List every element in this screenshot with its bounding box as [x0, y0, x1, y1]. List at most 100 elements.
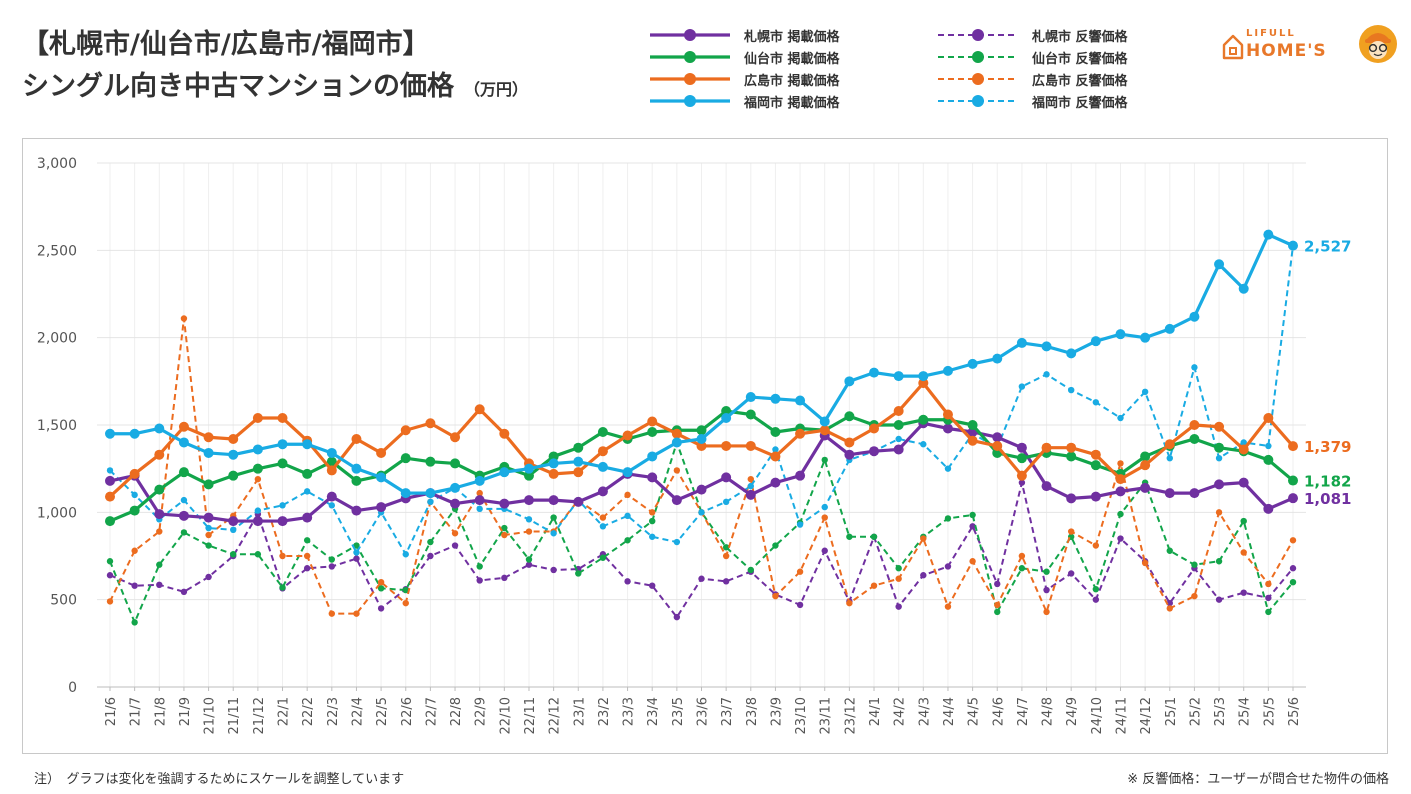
data-point — [252, 444, 263, 455]
data-point — [1215, 596, 1223, 603]
data-point — [722, 544, 730, 551]
data-point — [1018, 565, 1026, 572]
x-tick-label: 23/6 — [696, 697, 711, 726]
data-point — [279, 552, 286, 560]
legend-item: 広島市 反響価格 — [936, 68, 1128, 90]
data-point — [279, 502, 286, 509]
title-unit: （万円） — [464, 80, 529, 99]
x-tick-label: 23/10 — [794, 697, 809, 734]
data-point — [1115, 474, 1126, 485]
data-point — [302, 439, 313, 450]
data-point — [230, 551, 237, 558]
data-point — [1164, 439, 1175, 450]
data-point — [353, 542, 360, 549]
data-point — [180, 588, 188, 596]
data-point — [228, 516, 239, 527]
data-point — [721, 472, 732, 483]
legend-item: 仙台市 掲載価格 — [648, 46, 840, 68]
data-point — [400, 488, 411, 499]
x-tick-label: 25/3 — [1213, 697, 1228, 726]
data-point — [1289, 537, 1297, 544]
data-point — [1215, 454, 1223, 462]
data-point — [525, 516, 533, 523]
y-tick-label: 3,000 — [37, 156, 77, 172]
data-point — [942, 423, 953, 434]
data-point — [795, 470, 806, 481]
data-point — [205, 524, 212, 532]
data-point — [525, 561, 533, 568]
y-tick-label: 2,500 — [37, 243, 77, 259]
data-point — [747, 475, 754, 483]
data-point — [1289, 579, 1297, 586]
data-point — [722, 498, 730, 506]
data-point — [869, 423, 880, 434]
data-point — [203, 479, 214, 490]
data-point — [696, 440, 707, 451]
x-tick-label: 24/12 — [1139, 697, 1154, 734]
data-point — [819, 416, 830, 427]
data-point — [942, 409, 953, 420]
data-point — [1288, 493, 1298, 504]
x-tick-label: 21/11 — [227, 697, 242, 734]
data-point — [353, 549, 360, 556]
legend-label: 仙台市 反響価格 — [1032, 51, 1128, 67]
title-line-2-text: シングル向き中古マンションの価格 — [22, 71, 454, 102]
x-tick-label: 24/5 — [967, 697, 982, 726]
data-point — [1263, 413, 1274, 424]
data-point — [994, 580, 1001, 588]
x-tick-label: 22/6 — [400, 697, 415, 726]
data-point — [254, 475, 262, 483]
data-point — [328, 610, 336, 617]
data-point — [1092, 585, 1100, 593]
data-point — [795, 428, 806, 439]
data-point — [376, 472, 387, 483]
data-point — [969, 558, 976, 565]
data-point — [499, 428, 510, 439]
data-point — [180, 529, 188, 536]
x-tick-label: 25/1 — [1164, 697, 1179, 726]
data-point — [427, 498, 434, 506]
data-point — [599, 514, 607, 521]
data-point — [895, 565, 902, 572]
data-point — [599, 554, 607, 561]
data-point — [427, 552, 434, 560]
data-point — [277, 458, 288, 469]
data-point — [326, 456, 337, 467]
y-tick-label: 2,000 — [37, 331, 77, 347]
x-tick-label: 23/4 — [646, 697, 661, 726]
data-point — [277, 516, 288, 527]
data-point — [942, 365, 953, 376]
x-tick-label: 21/12 — [252, 697, 267, 734]
data-point — [1214, 479, 1225, 490]
legend-swatch — [650, 95, 730, 107]
legend-label: 札幌市 掲載価格 — [744, 29, 840, 45]
data-point — [647, 451, 658, 462]
data-point — [1238, 283, 1249, 294]
data-point — [721, 440, 732, 451]
data-point — [1189, 311, 1200, 322]
data-point — [1214, 442, 1225, 453]
data-point — [106, 598, 114, 605]
data-point — [277, 413, 288, 424]
data-point — [303, 565, 311, 572]
data-point — [1115, 486, 1126, 497]
data-point — [178, 437, 189, 448]
data-point — [106, 572, 114, 579]
data-point — [770, 393, 781, 404]
data-point — [1090, 491, 1101, 502]
data-point — [573, 456, 584, 467]
data-point — [228, 470, 239, 481]
data-point — [1240, 439, 1247, 446]
x-tick-label: 22/3 — [326, 697, 341, 726]
data-point — [402, 599, 409, 607]
data-point — [624, 578, 631, 585]
data-point — [154, 509, 165, 520]
end-value-label: 2,527 — [1304, 238, 1351, 256]
legend-item: 仙台市 反響価格 — [936, 46, 1128, 68]
data-point — [178, 421, 189, 432]
data-point — [425, 456, 436, 467]
legend-item: 広島市 掲載価格 — [648, 68, 840, 90]
data-point — [228, 449, 239, 460]
data-point — [1214, 259, 1225, 270]
data-point — [821, 503, 828, 511]
